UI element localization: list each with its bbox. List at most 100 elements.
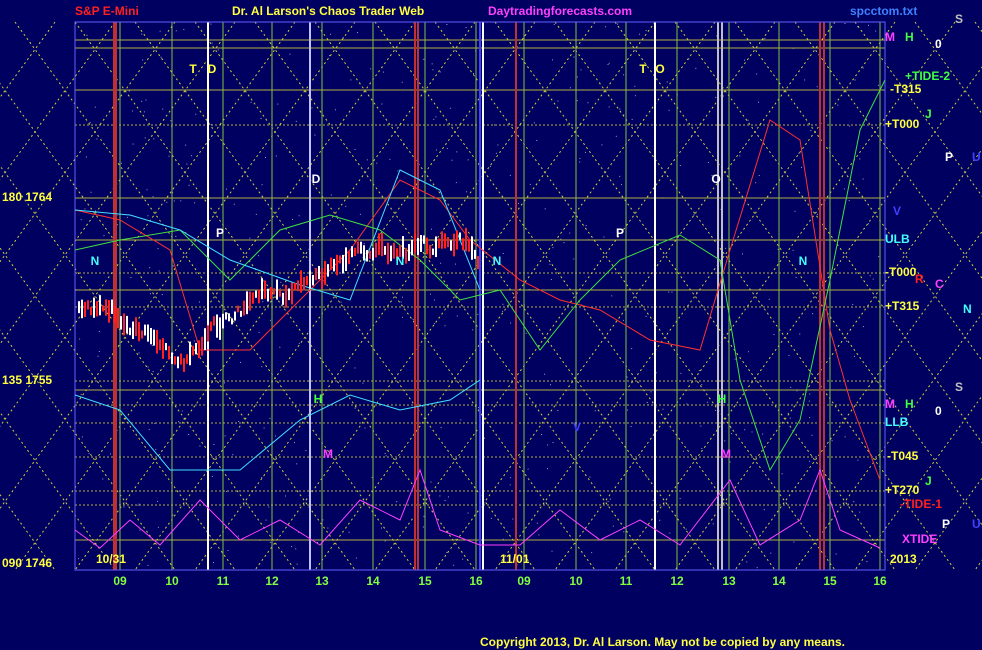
star	[828, 147, 830, 149]
star	[355, 557, 357, 559]
star	[296, 563, 298, 565]
star	[742, 253, 744, 255]
star	[389, 158, 391, 160]
green-curve	[74, 79, 886, 472]
star	[646, 476, 648, 478]
star	[227, 549, 229, 551]
price-bar	[81, 299, 83, 319]
star	[330, 33, 332, 35]
price-bar	[186, 354, 188, 364]
star	[80, 393, 82, 395]
price-bar	[399, 245, 401, 257]
star	[659, 519, 661, 521]
star	[816, 86, 818, 88]
star	[451, 159, 453, 161]
star	[423, 58, 425, 60]
side-label: C	[935, 277, 944, 291]
star	[345, 205, 347, 207]
price-bar	[138, 322, 140, 342]
price-bar	[195, 342, 197, 355]
star	[509, 484, 511, 486]
star	[223, 382, 225, 384]
star	[502, 310, 504, 312]
star	[544, 373, 546, 375]
star	[446, 551, 448, 553]
star	[502, 253, 504, 255]
star	[191, 155, 193, 157]
price-bar	[459, 232, 461, 240]
star	[147, 366, 149, 368]
star	[396, 501, 398, 503]
star	[623, 114, 625, 116]
diag-line	[434, 21, 836, 571]
star	[158, 270, 160, 272]
star	[340, 301, 342, 303]
star	[175, 30, 177, 32]
price-bar	[150, 327, 152, 345]
side-label: U	[972, 150, 981, 164]
star	[587, 102, 589, 104]
chart-letter: P	[616, 226, 624, 240]
price-bar	[390, 245, 392, 262]
star	[743, 59, 745, 61]
star	[715, 96, 717, 98]
price-bar	[228, 313, 230, 322]
star	[627, 409, 629, 411]
star	[655, 372, 657, 374]
side-label: +T315	[885, 299, 920, 313]
star	[172, 192, 174, 194]
star	[650, 391, 652, 393]
star	[277, 103, 279, 105]
price-bar	[387, 242, 389, 265]
star	[844, 23, 846, 25]
star	[465, 27, 467, 29]
star	[258, 331, 260, 333]
star	[525, 332, 527, 334]
star	[792, 249, 794, 251]
star	[89, 122, 91, 124]
price-bar	[276, 279, 278, 300]
star	[518, 203, 520, 205]
price-bar	[210, 321, 212, 332]
star	[634, 95, 636, 97]
price-bar	[432, 248, 434, 255]
price-bar	[309, 270, 311, 289]
star	[609, 498, 611, 500]
star	[547, 444, 549, 446]
star	[279, 346, 281, 348]
price-bar	[381, 232, 383, 257]
side-label: S	[955, 380, 963, 394]
star	[356, 32, 358, 34]
star	[298, 215, 300, 217]
star	[157, 248, 159, 250]
star	[226, 490, 228, 492]
price-bar	[435, 236, 437, 258]
side-label: 0	[935, 37, 942, 51]
diag-line	[494, 21, 896, 571]
star	[495, 152, 497, 154]
star	[868, 24, 869, 26]
chart-letter: T	[639, 62, 647, 76]
star	[260, 118, 262, 120]
side-label: XTIDE	[902, 532, 937, 546]
price-bar	[471, 236, 473, 260]
star	[716, 35, 718, 37]
price-bar	[279, 289, 281, 297]
star	[249, 237, 251, 239]
chart-letter: T	[189, 62, 197, 76]
star	[608, 106, 610, 108]
star	[161, 294, 163, 296]
star	[456, 151, 458, 153]
x-tick-label: 11	[620, 574, 633, 588]
star	[139, 529, 141, 531]
star	[142, 59, 144, 61]
price-bar	[336, 254, 338, 276]
star	[162, 108, 164, 110]
star	[509, 174, 511, 176]
star	[739, 155, 741, 157]
star	[401, 296, 403, 298]
star	[816, 213, 818, 215]
price-bar	[342, 254, 344, 274]
star	[237, 535, 239, 537]
price-bar	[315, 268, 317, 281]
